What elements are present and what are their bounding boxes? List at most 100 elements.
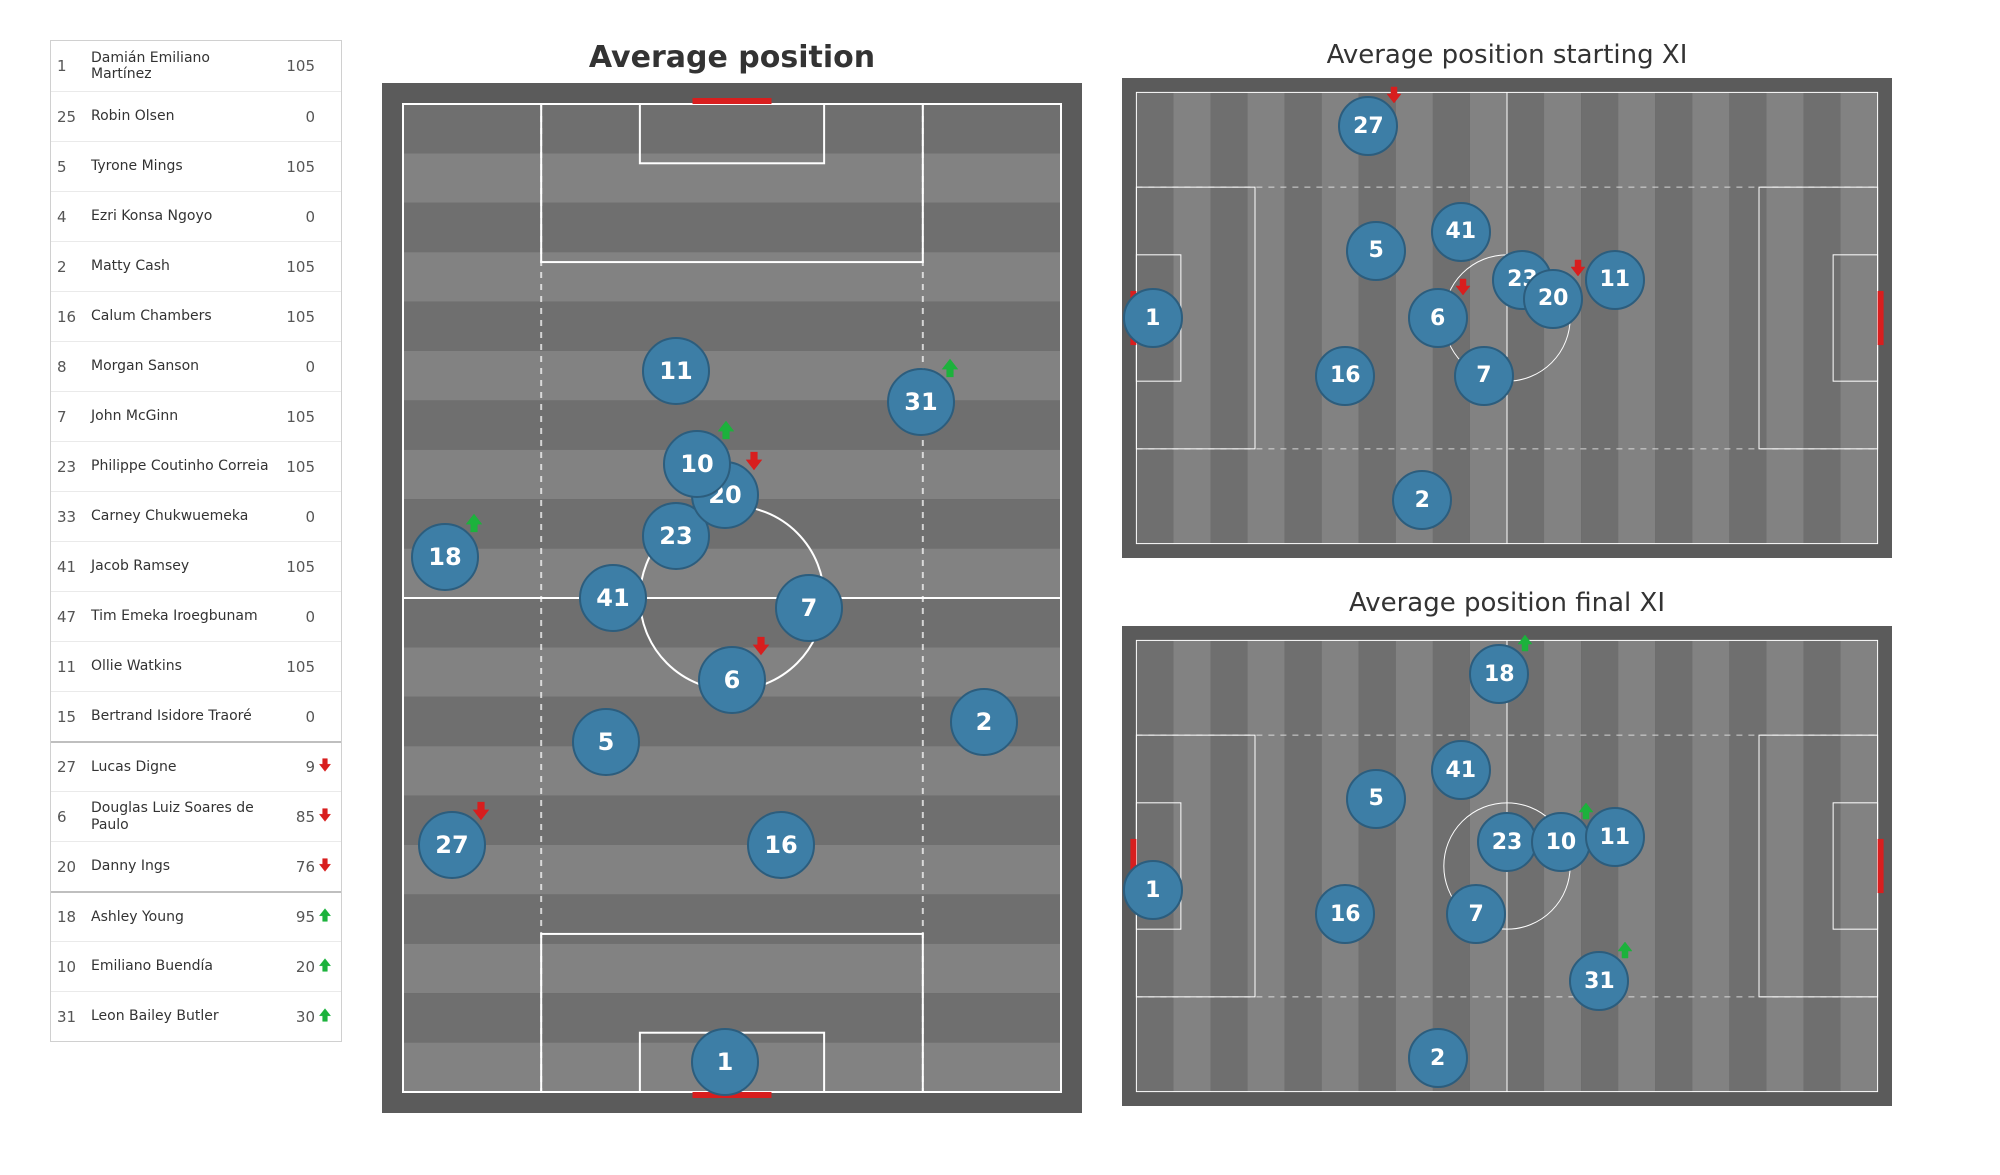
roster-row: 4Ezri Konsa Ngoyo0 xyxy=(51,191,341,241)
player-marker: 41 xyxy=(579,564,647,632)
player-marker: 23 xyxy=(1477,812,1537,872)
roster-sub-arrow-icon xyxy=(315,1007,335,1027)
roster-row: 8Morgan Sanson0 xyxy=(51,341,341,391)
roster-row: 41Jacob Ramsey105 xyxy=(51,541,341,591)
roster-minutes: 0 xyxy=(279,108,315,126)
roster-num: 11 xyxy=(57,658,87,676)
sub-arrow-icon xyxy=(1576,801,1596,825)
pitch-svg xyxy=(1122,78,1892,558)
sub-arrow-icon xyxy=(750,635,772,661)
roster-num: 8 xyxy=(57,358,87,376)
roster-num: 23 xyxy=(57,458,87,476)
roster-row: 6Douglas Luiz Soares de Paulo85 xyxy=(51,791,341,841)
player-marker: 11 xyxy=(1585,250,1645,310)
roster-name: Calum Chambers xyxy=(87,308,279,324)
sub-arrow-icon xyxy=(1453,277,1473,301)
layout: 1Damián Emiliano Martínez10525Robin Olse… xyxy=(50,40,1950,1145)
roster-name: Ashley Young xyxy=(87,909,279,925)
roster-num: 7 xyxy=(57,408,87,426)
roster-minutes: 0 xyxy=(279,508,315,526)
roster-num: 20 xyxy=(57,858,87,876)
roster-name: Tim Emeka Iroegbunam xyxy=(87,608,279,624)
player-marker: 41 xyxy=(1431,202,1491,262)
roster-minutes: 30 xyxy=(279,1008,315,1026)
sub-arrow-icon xyxy=(1384,85,1404,109)
final-pitch-title: Average position final XI xyxy=(1122,588,1892,618)
roster-num: 10 xyxy=(57,958,87,976)
sub-arrow-icon xyxy=(1515,633,1535,657)
sub-arrow-icon xyxy=(470,800,492,826)
roster-row: 5Tyrone Mings105 xyxy=(51,141,341,191)
roster-minutes: 0 xyxy=(279,708,315,726)
player-marker: 11 xyxy=(642,337,710,405)
roster-row: 16Calum Chambers105 xyxy=(51,291,341,341)
roster-row: 11Ollie Watkins105 xyxy=(51,641,341,691)
roster-row: 18Ashley Young95 xyxy=(51,891,341,941)
roster-num: 33 xyxy=(57,508,87,526)
roster-name: Douglas Luiz Soares de Paulo xyxy=(87,800,279,832)
roster-sub-arrow-icon xyxy=(315,757,335,777)
player-marker: 2 xyxy=(950,688,1018,756)
roster-sub-arrow-icon xyxy=(315,957,335,977)
roster-minutes: 9 xyxy=(279,758,315,776)
roster-minutes: 105 xyxy=(279,458,315,476)
roster-row: 31Leon Bailey Butler30 xyxy=(51,991,341,1041)
roster-num: 2 xyxy=(57,258,87,276)
roster-num: 41 xyxy=(57,558,87,576)
roster-num: 4 xyxy=(57,208,87,226)
player-marker: 7 xyxy=(775,574,843,642)
roster-name: Philippe Coutinho Correia xyxy=(87,458,279,474)
sub-arrow-icon xyxy=(463,512,485,538)
roster-num: 1 xyxy=(57,57,87,75)
roster-name: Tyrone Mings xyxy=(87,158,279,174)
player-marker: 2 xyxy=(1392,470,1452,530)
player-marker: 5 xyxy=(572,708,640,776)
roster-row: 1Damián Emiliano Martínez105 xyxy=(51,41,341,91)
roster-num: 47 xyxy=(57,608,87,626)
roster-sub-arrow-icon xyxy=(315,907,335,927)
sub-arrow-icon xyxy=(1615,940,1635,964)
roster-name: Jacob Ramsey xyxy=(87,558,279,574)
roster-minutes: 0 xyxy=(279,608,315,626)
roster-sub-arrow-icon xyxy=(315,807,335,827)
roster-minutes: 0 xyxy=(279,208,315,226)
player-marker: 1 xyxy=(1123,860,1183,920)
roster-row: 7John McGinn105 xyxy=(51,391,341,441)
roster-name: Bertrand Isidore Traoré xyxy=(87,708,279,724)
roster-minutes: 105 xyxy=(279,658,315,676)
roster-num: 6 xyxy=(57,808,87,826)
main-pitch: 127 16526 41718 2320 10 31 11 xyxy=(382,83,1082,1113)
roster-row: 15Bertrand Isidore Traoré0 xyxy=(51,691,341,741)
roster-num: 27 xyxy=(57,758,87,776)
roster-row: 27Lucas Digne9 xyxy=(51,741,341,791)
roster-minutes: 105 xyxy=(279,158,315,176)
roster-minutes: 85 xyxy=(279,808,315,826)
player-marker: 16 xyxy=(1315,884,1375,944)
starting-pitch-column: Average position starting XI 127 51626 4… xyxy=(1122,40,1892,558)
main-pitch-column: Average position 127 16526 41718 2320 10… xyxy=(382,40,1082,1113)
roster-name: Matty Cash xyxy=(87,258,279,274)
roster-row: 47Tim Emeka Iroegbunam0 xyxy=(51,591,341,641)
roster-sub-arrow-icon xyxy=(315,857,335,877)
roster-row: 10Emiliano Buendía20 xyxy=(51,941,341,991)
sub-arrow-icon xyxy=(743,450,765,476)
roster-name: John McGinn xyxy=(87,408,279,424)
roster-row: 33Carney Chukwuemeka0 xyxy=(51,491,341,541)
roster-name: Carney Chukwuemeka xyxy=(87,508,279,524)
roster-name: Ollie Watkins xyxy=(87,658,279,674)
roster-row: 20Danny Ings76 xyxy=(51,841,341,891)
roster-name: Leon Bailey Butler xyxy=(87,1008,279,1024)
roster-minutes: 105 xyxy=(279,308,315,326)
roster-minutes: 95 xyxy=(279,908,315,926)
roster-name: Ezri Konsa Ngoyo xyxy=(87,208,279,224)
pitch-svg xyxy=(382,83,1082,1113)
roster-name: Emiliano Buendía xyxy=(87,958,279,974)
player-marker: 1 xyxy=(691,1028,759,1096)
roster-minutes: 20 xyxy=(279,958,315,976)
roster-row: 2Matty Cash105 xyxy=(51,241,341,291)
player-marker: 5 xyxy=(1346,769,1406,829)
starting-pitch: 127 51626 4172320 11 xyxy=(1122,78,1892,558)
player-marker: 7 xyxy=(1446,884,1506,944)
sub-arrow-icon xyxy=(1568,258,1588,282)
roster-num: 5 xyxy=(57,158,87,176)
